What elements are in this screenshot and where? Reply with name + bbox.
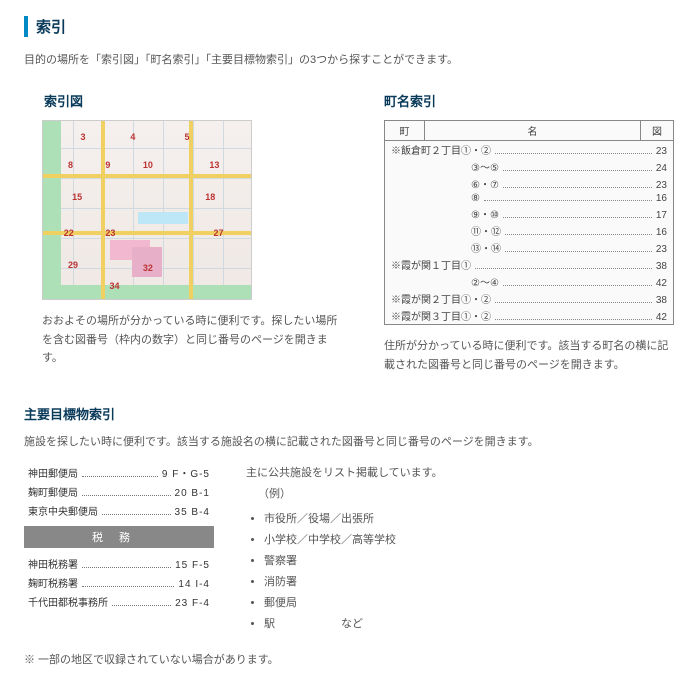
th-page: 図 bbox=[641, 121, 673, 140]
town-page: 23 bbox=[656, 180, 667, 191]
facility-ref: 20 B-1 bbox=[175, 488, 210, 499]
town-page: 23 bbox=[656, 244, 667, 255]
list-item: 小学校／中学校／高等学校 bbox=[264, 530, 443, 551]
th-town: 町 bbox=[385, 121, 425, 140]
facility-ref: 23 F-4 bbox=[175, 598, 210, 609]
table-row: ③～⑤ 24 bbox=[385, 158, 673, 175]
table-row: ⑧ 16 bbox=[385, 192, 673, 205]
facility-note-head: 主に公共施設をリスト掲載しています。 bbox=[246, 463, 443, 484]
town-table-header: 町 名 図 bbox=[385, 121, 673, 141]
town-page: 17 bbox=[656, 210, 667, 221]
table-row: ②～④ 42 bbox=[385, 273, 673, 290]
sec2-desc: 住所が分かっている時に便利です。該当する町名の横に記載された図番号と同じ番号のペ… bbox=[384, 337, 676, 374]
facility-ref: 9 F・G-5 bbox=[162, 465, 210, 480]
town-page: 24 bbox=[656, 163, 667, 174]
facility-name: 神田郵便局 bbox=[28, 465, 78, 480]
town-name: ③～⑤ bbox=[391, 159, 499, 174]
list-item: 警察署 bbox=[264, 551, 443, 572]
town-name: ⑪・⑫ bbox=[391, 223, 501, 238]
town-page: 42 bbox=[656, 312, 667, 323]
town-page: 38 bbox=[656, 261, 667, 272]
index-map-thumbnail: 3 4 5 8 9 10 13 15 18 22 23 27 29 32 34 bbox=[42, 120, 252, 300]
town-name: ※霞が関１丁目① bbox=[391, 257, 471, 272]
facility-row: 千代田都税事務所 23 F-4 bbox=[24, 592, 214, 611]
town-page: 23 bbox=[656, 146, 667, 157]
table-row: ⑥・⑦ 23 bbox=[385, 175, 673, 192]
town-name: ※霞が関２丁目①・② bbox=[391, 291, 491, 306]
table-row: ※霞が関２丁目①・② 38 bbox=[385, 290, 673, 307]
town-page: 16 bbox=[656, 227, 667, 238]
table-row: ※霞が関１丁目① 38 bbox=[385, 256, 673, 273]
facility-row: 麹町税務署14 I-4 bbox=[24, 573, 214, 592]
table-row: ※飯倉町２丁目①・② 23 bbox=[385, 141, 673, 158]
table-row: ⑪・⑫ 16 bbox=[385, 222, 673, 239]
facility-ref: 15 F-5 bbox=[175, 560, 210, 571]
town-name: ※飯倉町２丁目①・② bbox=[391, 142, 491, 157]
sec2-title: 町名索引 bbox=[384, 91, 676, 110]
facility-name: 神田税務署 bbox=[28, 556, 78, 571]
facility-name: 麹町郵便局 bbox=[28, 484, 78, 499]
th-name: 名 bbox=[425, 121, 641, 140]
facility-row: 神田郵便局 9 F・G-5 bbox=[24, 463, 214, 482]
town-name: ⑥・⑦ bbox=[391, 176, 499, 191]
facility-row: 東京中央郵便局 35 B-4 bbox=[24, 501, 214, 520]
facility-row: 神田税務署 15 F-5 bbox=[24, 554, 214, 573]
section-landmark-index: 主要目標物索引 施設を探したい時に便利です。該当する施設名の横に記載された図番号… bbox=[24, 404, 676, 634]
sec1-desc: おおよその場所が分かっている時に便利です。探したい場所を含む図番号（枠内の数字）… bbox=[24, 312, 344, 368]
town-index-table: 町 名 図 ※飯倉町２丁目①・② 23 ③～⑤ 24 ⑥・⑦ 23 ⑧ 16 ⑨・⑩ 17 ⑪・⑫ 1… bbox=[384, 120, 674, 325]
facility-example-list: 市役所／役場／出張所小学校／中学校／高等学校警察署消防署郵便局駅 など bbox=[246, 509, 443, 634]
sec1-title: 索引図 bbox=[24, 91, 344, 110]
facility-name: 千代田都税事務所 bbox=[28, 594, 108, 609]
list-item: 消防署 bbox=[264, 572, 443, 593]
town-name: ⑨・⑩ bbox=[391, 206, 499, 221]
sec3-title: 主要目標物索引 bbox=[24, 404, 676, 423]
list-item: 駅 など bbox=[264, 614, 443, 635]
list-item: 市役所／役場／出張所 bbox=[264, 509, 443, 530]
town-name: ※霞が関３丁目①・② bbox=[391, 308, 491, 323]
table-row: ※霞が関３丁目①・② 42 bbox=[385, 307, 673, 324]
table-row: ⑬・⑭ 23 bbox=[385, 239, 673, 256]
tax-header: 税務 bbox=[24, 526, 214, 548]
list-item: 郵便局 bbox=[264, 593, 443, 614]
top-row: 索引図 3 4 5 8 9 10 13 15 18 22 23 27 29 32… bbox=[24, 91, 676, 374]
sec3-intro: 施設を探したい時に便利です。該当する施設名の横に記載された図番号と同じ番号のペー… bbox=[24, 433, 676, 449]
facility-name: 東京中央郵便局 bbox=[28, 503, 98, 518]
section-town-index: 町名索引 町 名 図 ※飯倉町２丁目①・② 23 ③～⑤ 24 ⑥・⑦ 23 ⑧ 16 ⑨・⑩ 1… bbox=[384, 91, 676, 374]
town-name: ②～④ bbox=[391, 274, 499, 289]
town-page: 16 bbox=[656, 193, 667, 204]
facility-example-label: （例） bbox=[246, 484, 443, 505]
facility-notes: 主に公共施設をリスト掲載しています。 （例） 市役所／役場／出張所小学校／中学校… bbox=[246, 463, 443, 634]
town-page: 38 bbox=[656, 295, 667, 306]
town-name: ⑧ bbox=[391, 193, 480, 204]
intro-text: 目的の場所を「索引図」「町名索引」「主要目標物索引」の3つから探すことができます… bbox=[24, 51, 676, 67]
table-row: ⑨・⑩ 17 bbox=[385, 205, 673, 222]
town-name: ⑬・⑭ bbox=[391, 240, 501, 255]
page-title: 索引 bbox=[24, 16, 676, 37]
footnote: ※ 一部の地区で収録されていない場合があります。 bbox=[24, 651, 676, 667]
section-index-map: 索引図 3 4 5 8 9 10 13 15 18 22 23 27 29 32… bbox=[24, 91, 344, 374]
facility-ref: 35 B-4 bbox=[175, 507, 210, 518]
facility-table: 神田郵便局9 F・G-5麹町郵便局20 B-1東京中央郵便局35 B-4 税務 … bbox=[24, 463, 214, 611]
town-page: 42 bbox=[656, 278, 667, 289]
facility-name: 麹町税務署 bbox=[28, 575, 78, 590]
facility-row: 麹町郵便局 20 B-1 bbox=[24, 482, 214, 501]
